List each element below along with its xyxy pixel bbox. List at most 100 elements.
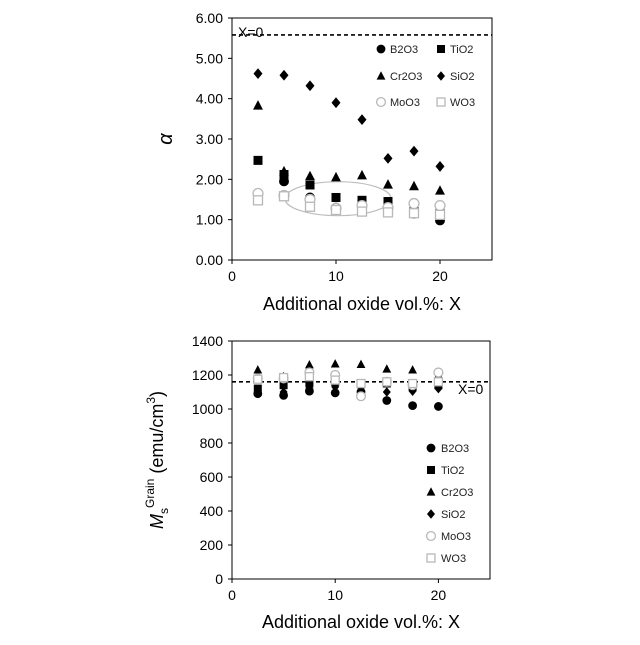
x-tick-label: 0 [228,268,236,284]
data-point-cr2o3 [435,185,445,194]
data-point-sio2 [254,68,263,79]
data-point-tio2 [254,156,263,165]
y-axis-label: MsGrain (emu/cm3) [143,391,171,529]
y-tick-label: 1200 [192,367,223,383]
legend-marker-b2o3 [427,444,436,453]
data-point-wo3 [358,207,367,216]
y-tick-label: 1400 [192,333,223,349]
data-point-wo3 [410,209,419,218]
reference-line-label: X=0 [238,24,264,40]
x-tick-label: 20 [432,268,448,284]
x-axis-label: Additional oxide vol.%: X [263,294,461,314]
data-point-moo3 [435,201,445,211]
legend-marker-wo3 [427,554,435,562]
legend-marker-sio2 [437,71,445,81]
data-point-wo3 [305,373,313,381]
data-point-sio2 [280,70,289,81]
data-point-cr2o3 [305,171,315,180]
y-tick-label: 1000 [192,401,223,417]
data-point-cr2o3 [382,364,391,372]
legend-label-sio2: SiO2 [450,71,474,83]
figure-svg: α Additional oxide vol.%: X X=0 0.001.00… [0,0,640,640]
series-sio2 [254,68,445,172]
legend-label-wo3: WO3 [441,553,466,565]
y-axis-label: α [155,133,177,145]
data-point-wo3 [332,205,341,214]
data-point-cr2o3 [357,360,366,368]
data-point-wo3 [409,380,417,388]
y-tick-label: 5.00 [196,50,223,66]
data-point-tio2 [306,180,315,189]
data-point-sio2 [306,80,315,91]
data-point-wo3 [357,380,365,388]
y-label-subscript: s [157,508,171,514]
legend-label-wo3: WO3 [450,97,475,109]
y-tick-label: 6.00 [196,10,223,26]
data-point-wo3 [331,376,339,384]
legend-label-cr2o3: Cr2O3 [441,487,473,499]
data-point-sio2 [384,153,393,164]
data-point-cr2o3 [409,181,419,190]
y-tick-label: 1.00 [196,212,223,228]
reference-line-label: X=0 [458,381,484,397]
legend-marker-cr2o3 [427,487,436,495]
y-tick-label: 2.00 [196,171,223,187]
data-point-cr2o3 [253,100,263,109]
data-point-cr2o3 [331,172,341,181]
alpha-chart: α Additional oxide vol.%: X X=0 0.001.00… [155,10,492,314]
data-point-tio2 [332,193,341,202]
x-tick-label: 10 [327,587,343,603]
data-point-moo3 [357,392,366,401]
y-label-unit: (emu/cm [147,404,167,479]
data-point-sio2 [383,387,391,397]
y-label-symbol: M [147,514,167,529]
data-point-cr2o3 [253,365,262,373]
legend-label-cr2o3: Cr2O3 [390,71,422,83]
data-point-wo3 [306,202,315,211]
ms-grain-chart: MsGrain (emu/cm3) Additional oxide vol.%… [143,333,490,632]
data-point-sio2 [410,146,419,157]
y-tick-label: 200 [200,537,224,553]
y-tick-label: 3.00 [196,131,223,147]
y-tick-label: 400 [200,503,224,519]
data-point-wo3 [254,196,263,205]
legend-label-b2o3: B2O3 [390,44,418,56]
data-point-wo3 [436,210,445,219]
data-point-wo3 [434,378,442,386]
y-tick-label: 600 [200,469,224,485]
plot-frame [232,341,490,579]
figure: α Additional oxide vol.%: X X=0 0.001.00… [0,0,640,640]
x-tick-label: 20 [431,587,447,603]
data-point-wo3 [384,208,393,217]
data-point-moo3 [434,368,443,377]
data-point-sio2 [436,161,445,172]
legend-label-tio2: TiO2 [441,465,464,477]
legend-marker-tio2 [437,45,445,53]
legend-label-sio2: SiO2 [441,509,465,521]
data-point-sio2 [358,114,367,125]
legend-marker-sio2 [427,509,435,519]
y-tick-label: 800 [200,435,224,451]
data-point-wo3 [383,378,391,386]
legend-marker-cr2o3 [377,71,386,79]
data-point-sio2 [332,97,341,108]
data-point-wo3 [280,374,288,382]
data-point-b2o3 [434,402,443,411]
legend-marker-moo3 [427,532,436,541]
data-point-b2o3 [382,396,391,405]
y-label-superscript: Grain [143,479,157,508]
legend-marker-tio2 [427,466,435,474]
x-tick-label: 10 [328,268,344,284]
data-point-cr2o3 [408,365,417,373]
data-point-wo3 [254,375,262,383]
legend-marker-wo3 [437,98,445,106]
x-tick-label: 0 [228,587,236,603]
legend: B2O3TiO2Cr2O3SiO2MoO3WO3 [427,443,474,565]
legend-label-moo3: MoO3 [441,531,471,543]
data-point-b2o3 [408,401,417,410]
data-point-cr2o3 [305,360,314,368]
data-point-cr2o3 [331,359,340,367]
y-tick-label: 4.00 [196,91,223,107]
legend: B2O3TiO2Cr2O3SiO2MoO3WO3 [377,44,475,109]
legend-marker-b2o3 [377,45,386,54]
